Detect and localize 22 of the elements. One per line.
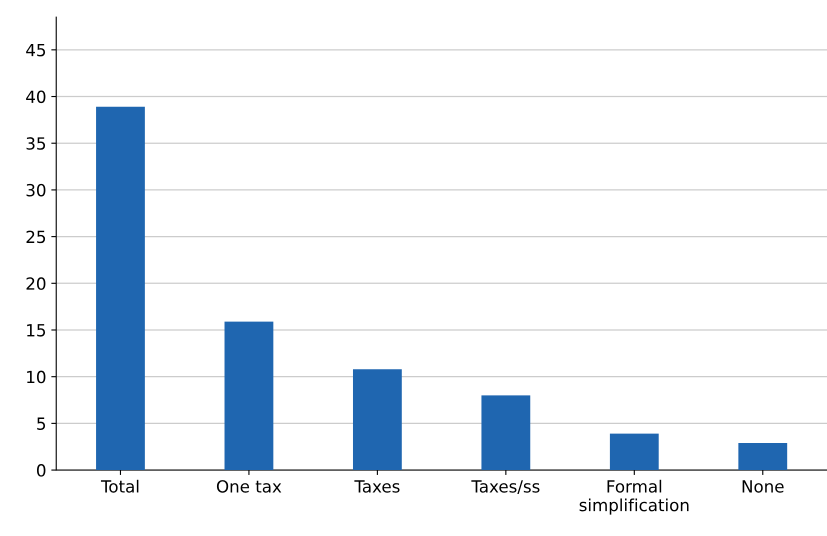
bar [96, 106, 145, 470]
bar [224, 322, 274, 470]
y-tick-label: 25 [26, 230, 46, 244]
y-tick-label: 0 [37, 464, 46, 477]
y-tick-label: 30 [26, 184, 46, 196]
y-tick-label: 45 [26, 44, 46, 56]
x-tick-label: Total [100, 480, 138, 493]
x-tick-label: Formal simplification [580, 480, 688, 515]
y-tick-label: 40 [26, 90, 46, 104]
y-tick-label: 5 [37, 418, 46, 430]
y-tick-label: 10 [27, 370, 46, 384]
y-tick-label: 20 [26, 277, 46, 290]
x-tick-label: Taxes/ss [471, 480, 540, 494]
bar [610, 434, 659, 470]
bar [352, 369, 402, 470]
bar [481, 395, 530, 470]
bar [738, 442, 788, 470]
y-tick-label: 15 [27, 324, 46, 337]
x-tick-label: One tax [216, 480, 282, 493]
x-tick-label: Taxes [354, 480, 400, 493]
x-tick-label: None [742, 480, 784, 493]
y-tick-label: 35 [26, 137, 46, 150]
